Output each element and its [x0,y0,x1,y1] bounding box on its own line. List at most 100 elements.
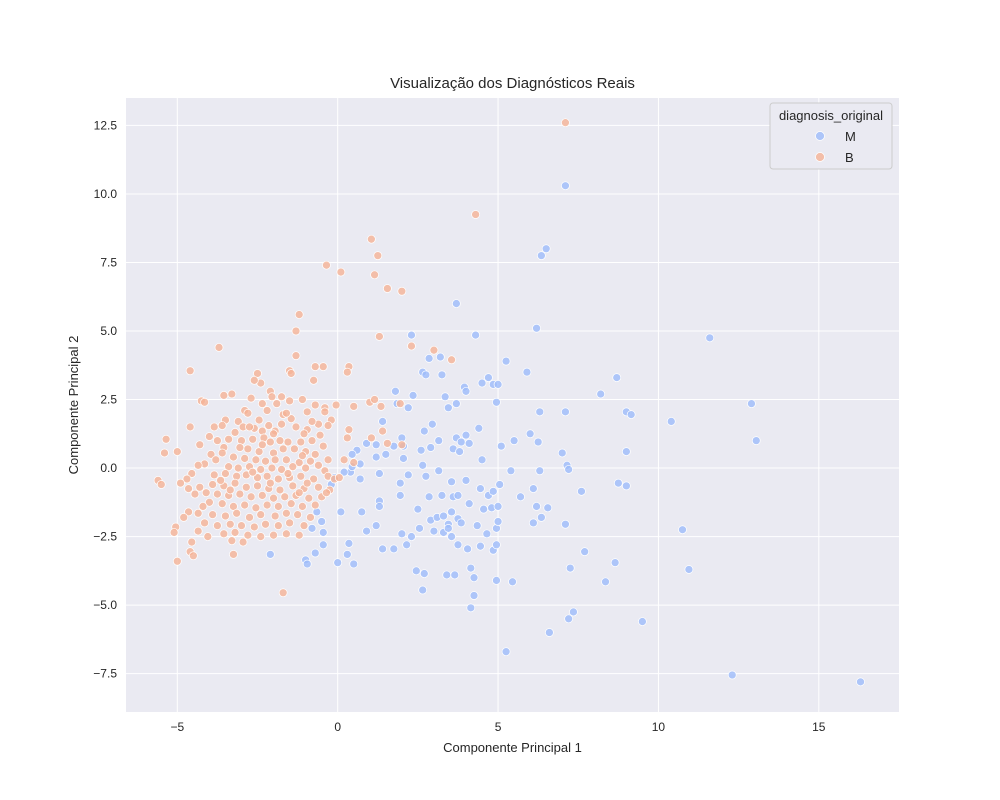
point-b [277,392,286,402]
point-b [208,510,217,519]
point-m [525,429,535,439]
point-m [564,614,573,624]
point-m [375,502,384,511]
point-m [371,452,381,462]
point-b [309,474,318,484]
point-b [275,436,285,445]
point-m [493,517,503,526]
point-b [283,437,293,447]
legend-title: diagnosis_original [779,108,883,123]
point-b [217,421,227,430]
point-m [626,410,636,419]
point-m [355,474,365,484]
point-m [461,430,471,440]
point-m [437,491,447,500]
x-axis-ticks: −5 0 5 10 15 [170,720,825,734]
point-m [371,440,381,450]
y-tick-label: 5.0 [100,324,117,338]
point-m [516,492,525,502]
point-b [235,443,245,452]
point-b [269,429,278,439]
point-m [472,521,482,530]
point-m [378,417,387,426]
point-m [476,484,485,493]
point-m [464,439,474,448]
point-m [416,445,426,455]
point-m [317,517,327,526]
point-b [205,497,214,507]
y-tick-label: −7.5 [93,667,117,681]
point-b [243,408,253,418]
point-m [684,565,694,574]
point-m [439,511,448,521]
point-b [376,402,386,411]
point-b [306,513,315,522]
point-b [285,396,294,406]
point-m [344,539,354,548]
point-b [237,521,246,530]
point-b [213,489,222,499]
y-tick-label: 12.5 [94,118,118,132]
point-b [395,399,405,408]
point-b [278,588,288,598]
point-b [187,537,197,547]
point-m [419,569,429,578]
point-b [230,528,240,537]
point-b [314,460,323,470]
point-b [185,366,195,376]
point-m [402,540,412,550]
point-b [261,519,270,529]
point-b [201,488,211,498]
point-m [528,484,538,493]
point-b [219,529,229,539]
point-b [257,399,267,408]
point-b [291,351,301,361]
point-b [213,521,222,530]
point-b [304,493,314,503]
point-b [248,467,258,477]
point-b [302,407,312,417]
point-b [274,521,283,530]
point-m [479,504,488,514]
point-m [442,570,452,580]
point-b [230,478,240,488]
point-b [213,436,222,445]
point-b [383,284,392,293]
point-b [229,550,238,559]
point-m [466,563,476,573]
point-m [501,647,511,657]
point-b [282,455,291,465]
point-b [310,400,320,410]
point-m [493,380,503,389]
point-b [209,470,219,480]
point-b [331,400,341,410]
point-m [447,477,456,487]
point-b [225,519,235,529]
point-b [370,270,379,280]
point-b [179,513,189,522]
point-m [403,403,413,413]
point-m [342,550,352,559]
point-b [561,118,570,128]
point-m [429,526,439,536]
point-b [296,437,306,447]
y-tick-label: −2.5 [93,530,117,544]
point-m [535,466,545,476]
point-m [532,323,541,333]
point-b [285,518,294,528]
point-b [339,455,349,465]
point-b [211,455,221,465]
point-b [156,480,166,489]
point-b [240,500,250,510]
point-b [205,432,214,441]
point-b [264,421,274,430]
point-b [336,267,346,277]
point-b [296,471,306,481]
point-b [256,465,266,474]
point-b [262,406,272,415]
legend-label-m: M [845,129,856,144]
point-m [421,471,431,481]
point-b [349,458,359,467]
point-b [160,448,169,458]
